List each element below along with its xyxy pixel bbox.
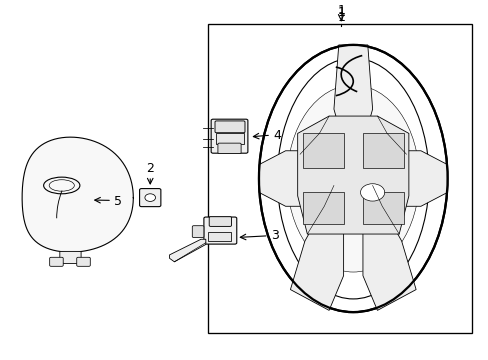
Bar <box>216 134 243 144</box>
Polygon shape <box>297 116 408 234</box>
Ellipse shape <box>259 45 447 312</box>
Bar <box>362 134 403 168</box>
Polygon shape <box>362 206 415 310</box>
FancyBboxPatch shape <box>209 217 231 226</box>
Text: 3: 3 <box>270 229 278 242</box>
Polygon shape <box>290 206 343 310</box>
FancyBboxPatch shape <box>218 143 241 154</box>
Bar <box>302 192 343 224</box>
Ellipse shape <box>277 58 428 299</box>
Circle shape <box>144 194 155 202</box>
Polygon shape <box>169 239 205 262</box>
Text: 1: 1 <box>337 11 345 24</box>
Circle shape <box>360 184 384 201</box>
Ellipse shape <box>286 85 418 272</box>
Bar <box>302 134 343 168</box>
FancyBboxPatch shape <box>50 257 63 266</box>
Text: 2: 2 <box>146 162 154 175</box>
Text: 1: 1 <box>337 4 345 17</box>
FancyBboxPatch shape <box>77 257 90 266</box>
FancyBboxPatch shape <box>211 119 247 153</box>
Polygon shape <box>401 151 447 206</box>
Bar <box>208 232 231 241</box>
Polygon shape <box>22 137 133 252</box>
Text: 5: 5 <box>114 194 122 208</box>
FancyBboxPatch shape <box>139 189 161 207</box>
Polygon shape <box>60 251 81 264</box>
Text: 4: 4 <box>273 129 281 141</box>
Bar <box>362 192 403 224</box>
Text: 1: 1 <box>337 6 345 19</box>
Bar <box>208 24 471 333</box>
FancyBboxPatch shape <box>215 121 244 133</box>
Polygon shape <box>333 45 372 144</box>
FancyBboxPatch shape <box>192 226 203 238</box>
FancyBboxPatch shape <box>203 217 236 244</box>
Polygon shape <box>259 151 305 206</box>
